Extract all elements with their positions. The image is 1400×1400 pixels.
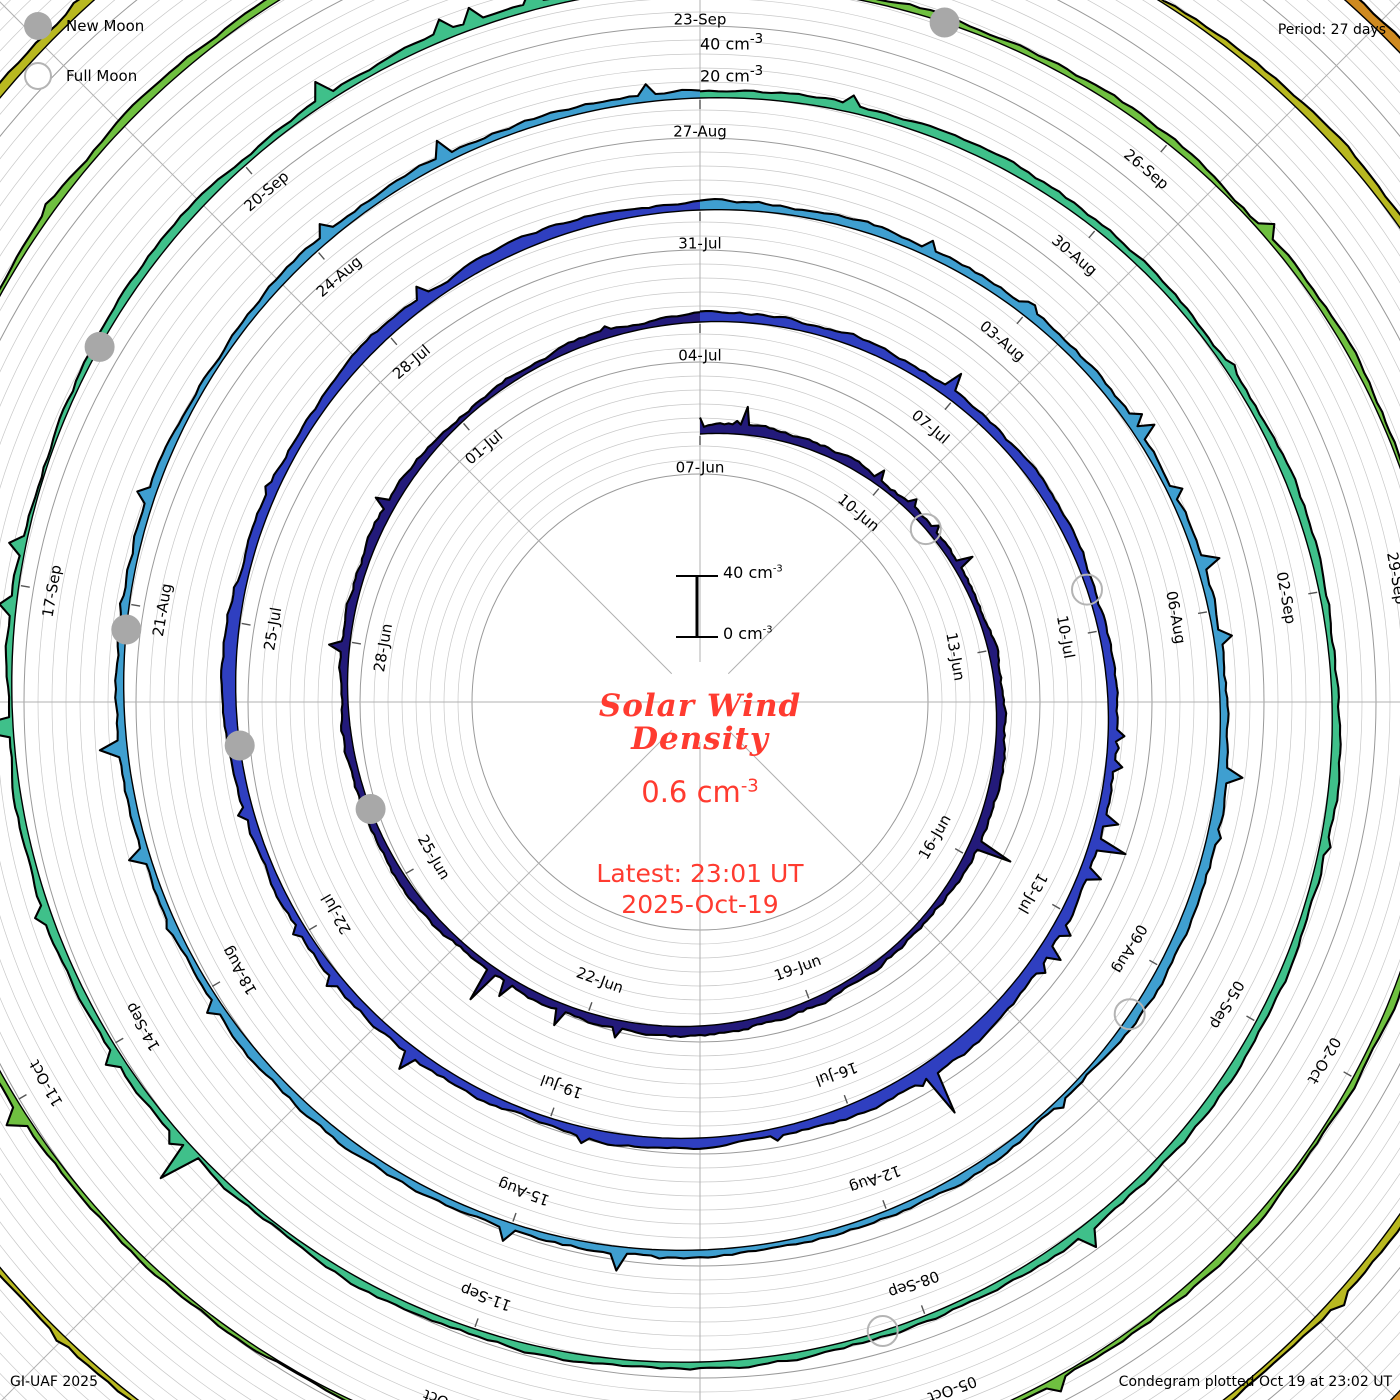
date-tick-label: 31-Jul — [678, 235, 721, 253]
new-moon-icon — [24, 12, 52, 40]
spiral-turn-outline — [98, 83, 1244, 1272]
date-tick-label: 09-Aug — [1109, 921, 1151, 976]
date-tick-label: 07-Jun — [676, 459, 725, 477]
radial-axis-label-40: 40 cm-3 — [700, 32, 764, 54]
date-tick-label: 16-Jun — [915, 811, 955, 862]
date-tick-label: 19-Jul — [538, 1071, 585, 1103]
date-tick-label: 12-Aug — [847, 1161, 903, 1196]
date-tick-label: 14-Sep — [122, 1000, 164, 1055]
date-tick-label: 05-Sep — [1206, 977, 1248, 1032]
radial-axis-label-20: 20 cm-3 — [700, 64, 764, 86]
date-tick-label: 20-Sep — [241, 167, 293, 215]
period-label: Period: 27 days — [1277, 22, 1386, 38]
spiral-turn-outline — [220, 199, 1127, 1151]
spiral-turn-outline — [328, 311, 1012, 1039]
plotted-caption: Condegram plotted Oct 19 at 23:02 UT — [1118, 1374, 1392, 1390]
spiral-turn-fill — [221, 200, 1126, 1149]
date-tick-label: 23-Sep — [674, 11, 727, 29]
date-tick-label: 18-Aug — [218, 943, 260, 998]
date-tick-label: 05-Oct — [925, 1372, 979, 1400]
new-moon-marker — [224, 730, 255, 761]
date-tick-label: 29-Sep — [1383, 551, 1400, 606]
date-tick-label: 06-Aug — [1162, 590, 1189, 646]
date-tick-label: 11-Oct — [25, 1057, 66, 1110]
latest-timestamp: Latest: 23:01 UT 2025-Oct-19 — [0, 858, 1400, 920]
date-tick-label: 22-Jun — [574, 963, 626, 996]
legend-new-moon-label: New Moon — [66, 17, 145, 35]
date-tick-label: 24-Aug — [313, 252, 365, 300]
date-tick-label: 03-Aug — [976, 317, 1029, 365]
date-tick-label: 08-Sep — [886, 1267, 942, 1302]
date-tick-label: 13-Jun — [942, 631, 968, 682]
date-tick-label: 04-Jul — [678, 347, 721, 365]
date-tick-label: 30-Aug — [1048, 231, 1101, 279]
date-tick-label: 11-Sep — [458, 1280, 514, 1315]
legend-full-moon-label: Full Moon — [66, 67, 138, 85]
new-moon-marker — [929, 7, 960, 38]
date-tick-label: 07-Jul — [908, 406, 953, 448]
date-tick-label: 02-Sep — [1273, 570, 1300, 625]
date-tick-label: 10-Jul — [1053, 614, 1078, 660]
credit-label: GI-UAF 2025 — [10, 1374, 98, 1390]
date-tick-label: 15-Aug — [495, 1174, 551, 1209]
date-tick-label: 28-Jun — [370, 622, 396, 673]
chart-title: Solar Wind Density — [0, 688, 1400, 758]
date-tick-label: 27-Aug — [673, 123, 726, 141]
date-tick-label: 25-Jul — [260, 606, 285, 652]
scale-bar-bottom-label: 0 cm-3 — [723, 624, 773, 643]
chart-title-line2: Density — [631, 721, 769, 758]
new-moon-marker — [111, 614, 142, 645]
date-tick-label: 28-Jul — [389, 341, 434, 383]
full-moon-marker — [1113, 998, 1146, 1031]
full-moon-marker — [1071, 573, 1103, 606]
date-tick-label: 08-Oct — [421, 1386, 475, 1400]
full-moon-marker — [909, 513, 942, 546]
latest-time: Latest: 23:01 UT — [596, 859, 804, 888]
legend-new-moon: New Moon — [24, 12, 144, 40]
current-value: 0.6 cm-3 — [641, 775, 759, 809]
latest-date: 2025-Oct-19 — [621, 890, 779, 919]
new-moon-marker — [84, 331, 115, 362]
legend-full-moon: Full Moon — [24, 62, 137, 90]
full-moon-icon — [24, 62, 52, 90]
scale-bar-top-label: 40 cm-3 — [723, 563, 783, 582]
date-tick-label: 19-Jun — [772, 951, 824, 985]
date-tick-label: 01-Jul — [461, 427, 506, 469]
chart-title-line1: Solar Wind — [598, 688, 802, 724]
date-tick-label: 16-Jul — [813, 1058, 860, 1090]
new-moon-marker — [355, 794, 386, 824]
date-tick-label: 26-Sep — [1120, 145, 1172, 193]
full-moon-marker — [866, 1315, 899, 1347]
scale-bar-layer — [676, 575, 718, 638]
moon-marker-layer — [84, 7, 1146, 1347]
